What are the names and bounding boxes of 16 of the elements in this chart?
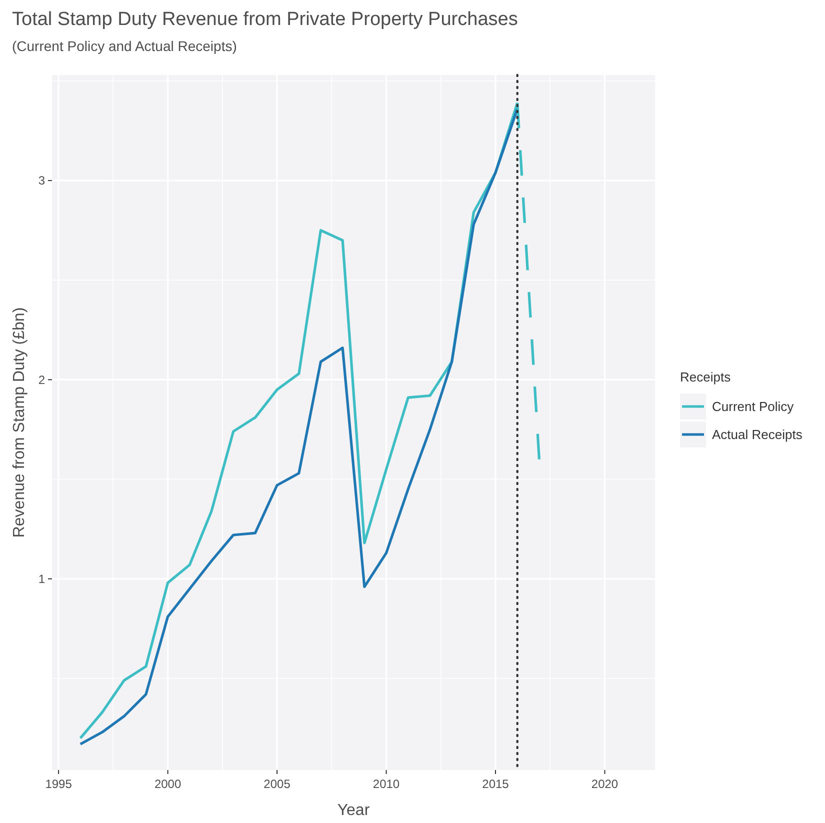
x-axis-title: Year [337, 802, 370, 819]
legend-title: Receipts [680, 370, 732, 384]
chart-title: Total Stamp Duty Revenue from Private Property Purchases [12, 9, 518, 30]
y-tick-label: 1 [38, 572, 46, 586]
x-tick-label: 2020 [591, 777, 618, 791]
y-axis-title: Revenue from Stamp Duty (£bn) [11, 307, 28, 538]
chart-subtitle: (Current Policy and Actual Receipts) [12, 38, 237, 54]
legend-label: Actual Receipts [712, 427, 803, 442]
x-tick-label: 1995 [45, 777, 72, 791]
y-tick-label: 2 [38, 372, 46, 387]
x-tick-label: 2010 [372, 777, 400, 791]
x-tick-label: 2015 [482, 777, 510, 791]
y-tick-label: 3 [38, 174, 46, 188]
legend-label: Current Policy [712, 399, 794, 414]
x-tick-label: 2005 [264, 777, 291, 791]
x-tick-label: 2000 [154, 777, 182, 791]
